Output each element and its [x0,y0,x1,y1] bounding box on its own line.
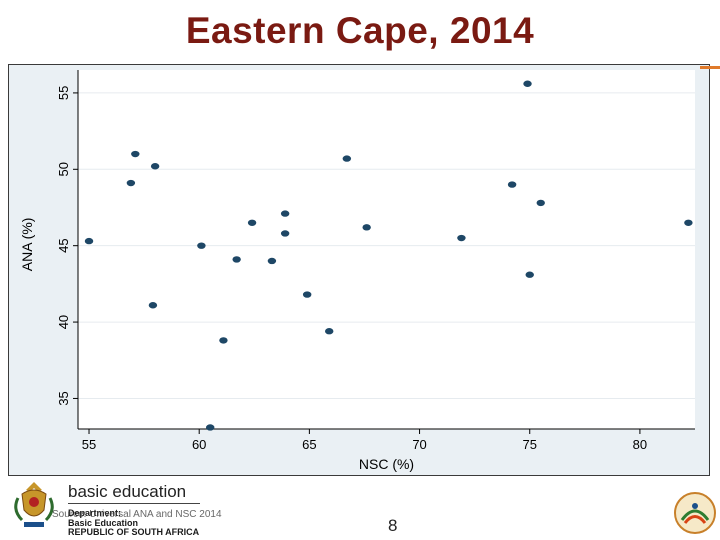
x-tick-label: 80 [633,437,647,452]
x-tick-label: 60 [192,437,206,452]
grid-lines [78,92,695,399]
data-point [507,181,517,188]
brand-name: basic education [68,482,187,501]
data-point [523,80,532,87]
accent-line [700,66,720,69]
axes [73,70,695,434]
brand-divider [68,503,200,504]
department-name: Basic Education [68,518,139,528]
page-number: 8 [388,516,398,535]
y-tick-label: 40 [56,315,71,329]
data-point [232,256,241,263]
x-tick-label: 55 [82,437,96,452]
slide-title: Eastern Cape, 2014 [185,10,535,51]
scatter-chart: 55 60 65 70 75 80 35 40 45 50 55 NSC (%) ANA (%) [19,70,695,472]
x-tick-label: 75 [522,437,536,452]
data-point [267,257,277,265]
tick-labels: 55 60 65 70 75 80 35 40 45 50 55 [56,86,647,452]
y-tick-label: 50 [56,162,71,176]
x-tick-label: 65 [302,437,316,452]
data-point [536,199,545,207]
data-point [148,302,158,309]
data-point [247,219,257,226]
x-tick-label: 70 [412,437,426,452]
data-point [150,163,160,170]
y-tick-label: 45 [56,238,71,252]
source-note: Source: Universal ANA and NSC 2014 [52,509,222,520]
data-point [342,155,352,162]
coat-of-arms-logo [14,482,54,527]
y-tick-label: 55 [56,86,71,100]
data-point [362,224,371,231]
y-axis-label: ANA (%) [19,218,35,272]
data-point [525,271,534,278]
data-point [457,234,466,242]
data-point [84,237,94,245]
data-point [219,337,228,344]
data-point [280,210,290,217]
data-point [280,230,290,237]
plot-area [78,70,695,429]
country-name: REPUBLIC OF SOUTH AFRICA [68,527,200,537]
data-point [206,424,215,431]
data-point [302,291,312,298]
data-point [131,150,140,158]
y-tick-label: 35 [56,391,71,405]
department-label: Department: [68,508,122,518]
data-points [84,80,693,431]
data-point [126,179,136,187]
anniversary-badge [674,492,716,534]
data-point [684,219,693,226]
data-point [197,242,206,249]
x-axis-label: NSC (%) [359,456,414,472]
data-point [325,328,334,335]
